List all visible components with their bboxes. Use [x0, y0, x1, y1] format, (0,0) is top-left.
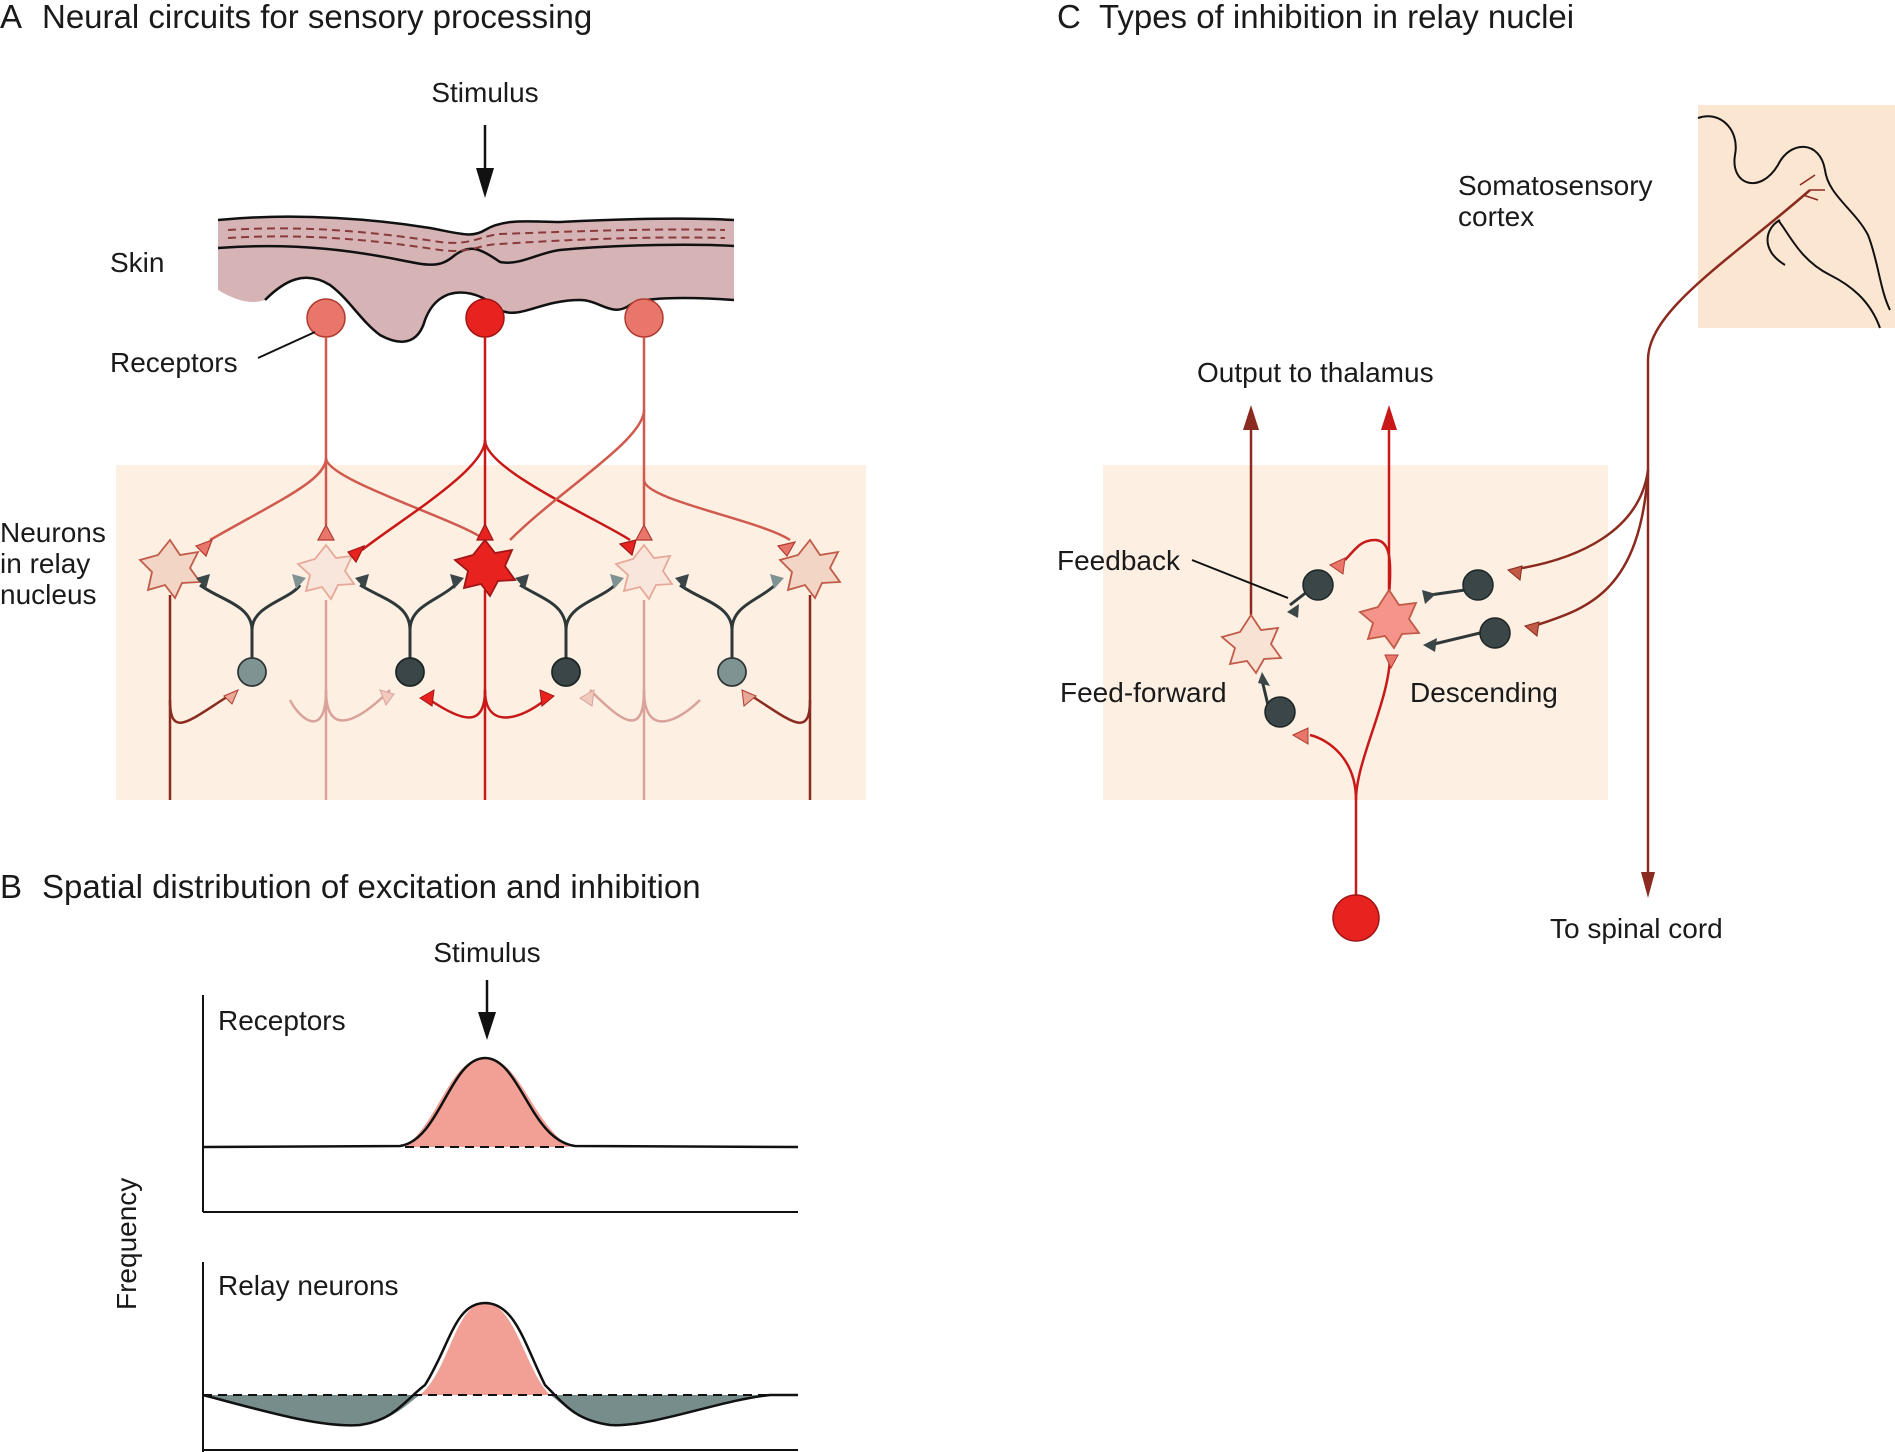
- relay-neuron-4: [614, 543, 674, 601]
- relay-axons: [168, 590, 812, 800]
- collateral-synapses: [223, 689, 757, 707]
- panel-b-letter: B: [0, 868, 22, 905]
- output-label: Output to thalamus: [1197, 357, 1434, 388]
- skin-label: Skin: [110, 247, 164, 278]
- stimulus-arrow-icon: [476, 125, 494, 198]
- output-arrow-right-icon: [1381, 405, 1397, 430]
- relay-cell-main: [1358, 588, 1421, 650]
- feedback-label: Feedback: [1057, 545, 1181, 576]
- cortex-label-line2: cortex: [1458, 201, 1534, 232]
- relay-inhibition-left: [203, 1395, 420, 1426]
- afferent-input: [1309, 538, 1392, 895]
- cortex-label-line1: Somatosensory: [1458, 170, 1653, 201]
- receptor-excitation-area: [405, 1058, 570, 1147]
- receptor-center: [465, 298, 505, 338]
- to-spinal-cord-arrow-icon: [1641, 872, 1655, 898]
- excitatory-synapses: [194, 522, 797, 564]
- relay-plot: Relay neurons: [202, 1262, 798, 1452]
- panel-b: B Spatial distribution of excitation and…: [0, 868, 799, 1452]
- receptor-curve: [202, 1056, 799, 1149]
- afferent-receptor: [1332, 894, 1380, 942]
- panel-c-synapses: [1258, 557, 1540, 745]
- panel-c-letter: C: [1057, 0, 1081, 35]
- receptor-right: [624, 298, 664, 338]
- skin: [217, 215, 735, 343]
- panel-c: C Types of inhibition in relay nuclei So…: [1057, 0, 1895, 944]
- frequency-axis-label: Frequency: [111, 1178, 142, 1310]
- relay-label-line2: in relay: [0, 548, 90, 579]
- feedback-leader-line: [1191, 559, 1289, 599]
- feed-forward-label: Feed-forward: [1060, 677, 1227, 708]
- receptor-plot: Receptors: [202, 995, 799, 1213]
- descending-interneuron-2: [1479, 617, 1511, 649]
- relay-cell-feedforward: [1220, 613, 1283, 675]
- panel-a-letter: A: [0, 0, 22, 35]
- relay-curve: [202, 1301, 798, 1427]
- inhibitory-synapses: [196, 574, 784, 589]
- relay-excitation-area: [420, 1303, 550, 1395]
- feedforward-interneuron: [1264, 696, 1296, 728]
- panel-a-stimulus-label: Stimulus: [431, 77, 538, 108]
- inhibitory-interneuron-1: [237, 657, 267, 687]
- spinal-cord-label: To spinal cord: [1550, 913, 1723, 944]
- output-arrow-left-icon: [1243, 405, 1259, 430]
- relay-nucleus-area: [116, 465, 866, 800]
- inhibitory-branches: [199, 583, 777, 660]
- panel-c-title: Types of inhibition in relay nuclei: [1099, 0, 1574, 35]
- panel-c-nucleus-area: [1103, 465, 1608, 800]
- panel-a: A Neural circuits for sensory processing…: [0, 0, 866, 800]
- receptors-label: Receptors: [110, 347, 238, 378]
- panel-b-stimulus-label: Stimulus: [433, 937, 540, 968]
- descending-axon: [1509, 174, 1825, 880]
- receptors-leader-line: [257, 331, 316, 359]
- somatosensory-cortex: [1697, 105, 1895, 329]
- receptor-left: [306, 298, 346, 338]
- relay-label-line1: Neurons: [0, 517, 106, 548]
- feedback-interneuron: [1302, 569, 1334, 601]
- panel-b-stimulus-arrow-icon: [478, 980, 496, 1040]
- inhibitory-interneuron-4: [717, 657, 747, 687]
- descending-interneuron-1: [1462, 569, 1494, 601]
- panel-b-title: Spatial distribution of excitation and i…: [42, 868, 701, 905]
- afferent-axons: [209, 337, 791, 551]
- panel-a-title: Neural circuits for sensory processing: [42, 0, 592, 35]
- inhibitory-interneuron-3: [551, 657, 581, 687]
- descending-label: Descending: [1410, 677, 1558, 708]
- receptor-plot-label: Receptors: [218, 1005, 346, 1036]
- inhibitory-interneuron-2: [395, 657, 425, 687]
- relay-plot-label: Relay neurons: [218, 1270, 399, 1301]
- relay-neuron-3: [453, 538, 517, 598]
- relay-label-line3: nucleus: [0, 579, 97, 610]
- relay-neuron-5: [778, 538, 842, 600]
- relay-neuron-1: [138, 538, 202, 600]
- relay-inhibition-right: [550, 1395, 770, 1426]
